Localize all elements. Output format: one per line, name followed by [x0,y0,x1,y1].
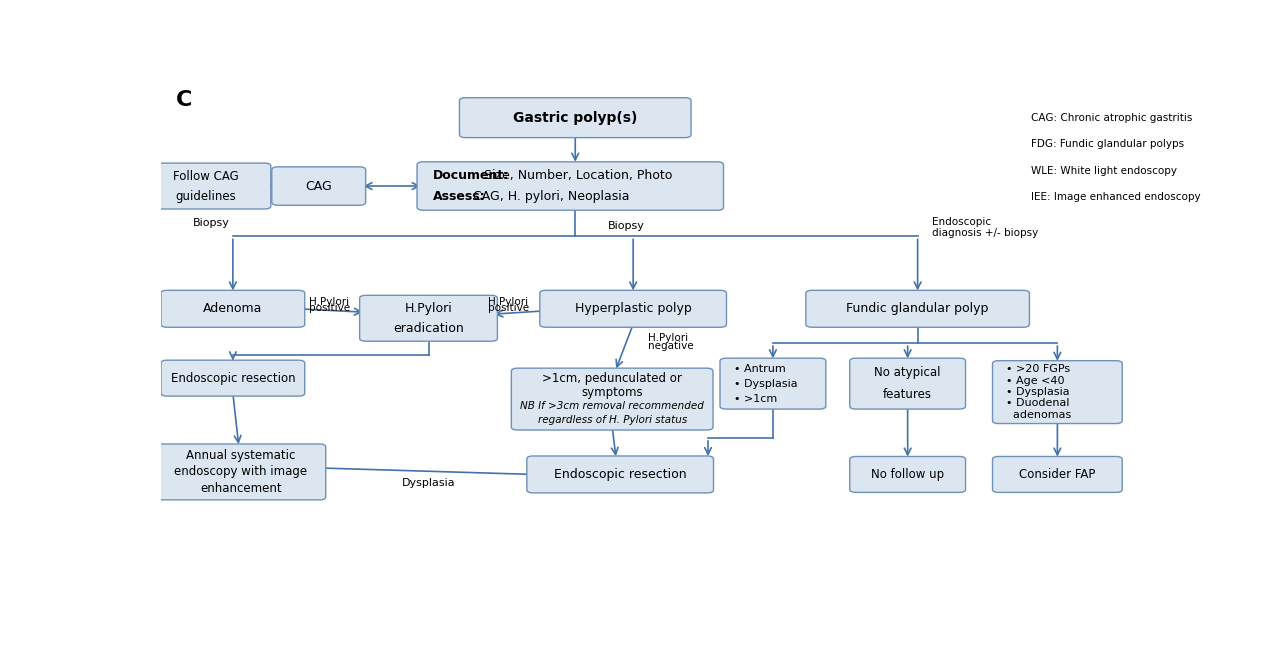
Text: H.Pylori: H.Pylori [488,297,528,307]
Text: No atypical: No atypical [875,366,942,379]
FancyBboxPatch shape [993,361,1122,424]
FancyBboxPatch shape [511,368,714,430]
Text: >1cm, pedunculated or: >1cm, pedunculated or [542,372,683,385]
Text: Adenoma: Adenoma [204,302,263,316]
FancyBboxPatch shape [272,167,366,205]
FancyBboxPatch shape [142,163,270,209]
Text: Endoscopic resection: Endoscopic resection [554,468,687,481]
Text: CAG: Chronic atrophic gastritis: CAG: Chronic atrophic gastritis [1032,113,1193,122]
Text: negative: negative [648,341,694,351]
Text: positive: positive [488,303,529,313]
FancyBboxPatch shape [161,360,305,396]
Text: Size, Number, Location, Photo: Size, Number, Location, Photo [479,169,672,182]
Text: symptoms: symptoms [581,386,643,399]
Text: Biopsy: Biopsy [193,218,229,229]
Text: Endoscopic resection: Endoscopic resection [170,372,295,385]
FancyBboxPatch shape [850,456,966,492]
Text: FDG: Fundic glandular polyps: FDG: Fundic glandular polyps [1032,139,1185,149]
Text: features: features [884,388,933,401]
Text: Fundic glandular polyp: Fundic glandular polyp [846,302,989,316]
Text: regardless of H. Pylori status: regardless of H. Pylori status [537,415,687,425]
Text: IEE: Image enhanced endoscopy: IEE: Image enhanced endoscopy [1032,192,1200,202]
Text: • Age <40: • Age <40 [1006,376,1065,386]
Text: • Duodenal: • Duodenal [1006,399,1070,408]
FancyBboxPatch shape [720,358,826,409]
Text: • Dysplasia: • Dysplasia [1006,387,1070,397]
Text: • Dysplasia: • Dysplasia [734,378,797,389]
Text: enhancement: enhancement [200,482,282,495]
Text: Consider FAP: Consider FAP [1019,468,1096,481]
Text: NB If >3cm removal recommended: NB If >3cm removal recommended [520,401,705,411]
FancyBboxPatch shape [359,295,497,341]
Text: • >1cm: • >1cm [734,393,777,404]
Text: Endoscopic
diagnosis +/- biopsy: Endoscopic diagnosis +/- biopsy [931,216,1038,238]
Text: • >20 FGPs: • >20 FGPs [1006,364,1070,375]
Text: Assess:: Assess: [433,190,486,203]
FancyBboxPatch shape [161,290,305,327]
Text: positive: positive [309,303,350,313]
Text: • Antrum: • Antrum [734,364,786,374]
Text: adenomas: adenomas [1006,410,1072,420]
Text: endoscopy with image: endoscopy with image [174,465,308,478]
FancyBboxPatch shape [527,456,714,493]
Text: Follow CAG: Follow CAG [173,170,238,183]
FancyBboxPatch shape [993,456,1122,492]
Text: eradication: eradication [393,322,464,335]
Text: H.Pylori: H.Pylori [309,297,349,307]
FancyBboxPatch shape [850,358,966,409]
Text: Annual systematic: Annual systematic [187,449,295,462]
Text: guidelines: guidelines [175,189,236,203]
Text: CAG: CAG [305,179,332,192]
FancyBboxPatch shape [460,98,692,137]
Text: Hyperplastic polyp: Hyperplastic polyp [574,302,692,316]
Text: C: C [176,90,192,110]
FancyBboxPatch shape [806,290,1029,327]
Text: No follow up: No follow up [871,468,944,481]
FancyBboxPatch shape [156,444,326,500]
Text: WLE: White light endoscopy: WLE: White light endoscopy [1032,166,1177,176]
FancyBboxPatch shape [417,162,724,210]
Text: Dysplasia: Dysplasia [402,478,456,488]
FancyBboxPatch shape [540,290,726,327]
Text: H.Pylori: H.Pylori [404,302,452,315]
Text: H.Pylori: H.Pylori [648,333,688,343]
Text: Document:: Document: [433,169,509,182]
Text: CAG, H. pylori, Neoplasia: CAG, H. pylori, Neoplasia [469,190,630,203]
Text: Gastric polyp(s): Gastric polyp(s) [513,111,638,124]
Text: Biopsy: Biopsy [608,222,645,231]
